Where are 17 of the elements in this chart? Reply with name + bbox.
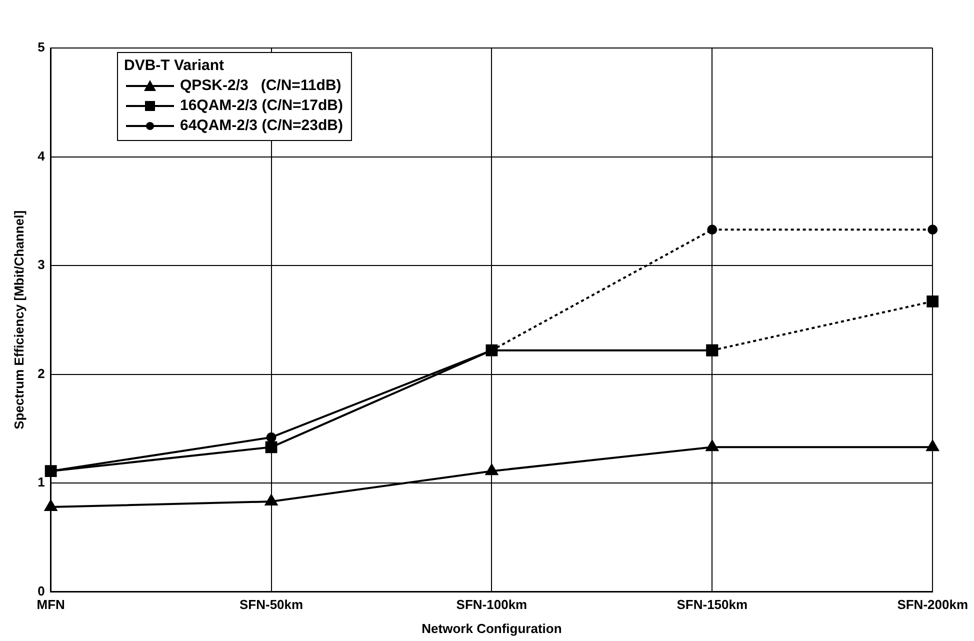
legend-label: 16QAM-2/3 (C/N=17dB) (180, 96, 343, 116)
y-tick-label: 3 (38, 257, 45, 272)
y-tick-label: 1 (38, 474, 45, 490)
y-tick-label: 0 (38, 583, 45, 598)
x-tick-label: SFN-200km (897, 597, 968, 612)
legend-label: QPSK-2/3 (C/N=11dB) (180, 76, 342, 96)
y-tick-label: 2 (38, 366, 45, 381)
x-tick-label: SFN-100km (456, 597, 528, 612)
x-tick-label: SFN-150km (676, 597, 748, 612)
legend-title: DVB-T Variant (124, 56, 226, 76)
x-tick-label: MFN (36, 597, 65, 612)
y-tick-label: 4 (38, 148, 46, 164)
y-axis-title: Spectrum Efficiency [Mbit/Channel] (11, 210, 26, 430)
x-axis-title: Network Configuration (422, 620, 562, 636)
legend-label: 64QAM-2/3 (C/N=23dB) (180, 116, 343, 136)
x-tick-label: SFN-50km (239, 597, 304, 612)
y-tick-label: 5 (38, 40, 45, 55)
